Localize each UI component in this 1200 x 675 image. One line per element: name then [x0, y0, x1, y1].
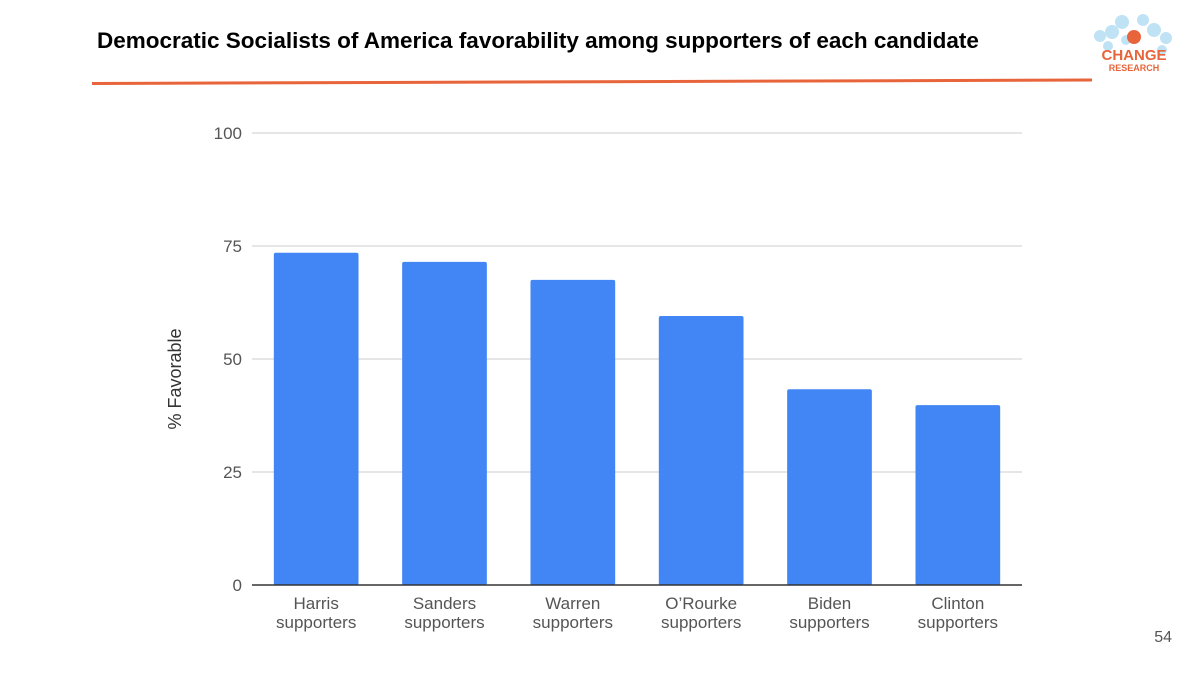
gridlines	[252, 132, 1022, 473]
x-tick-label: Warren	[545, 594, 600, 613]
logo-bubble	[1115, 15, 1129, 29]
logo-bubble	[1105, 25, 1119, 39]
bar	[658, 316, 744, 585]
page-number: 54	[1154, 629, 1172, 646]
change-research-logo: CHANGE RESEARCH	[1094, 14, 1172, 73]
bar	[402, 261, 487, 585]
logo-bubble	[1094, 30, 1106, 42]
x-tick-label: supporters	[404, 613, 484, 632]
title-underline-stroke	[92, 78, 1092, 85]
y-tick-label: 50	[223, 350, 242, 369]
y-axis-title: % Favorable	[165, 328, 185, 429]
y-tick-label: 75	[223, 237, 242, 256]
logo-bubble	[1137, 14, 1149, 26]
x-tick-label: supporters	[533, 613, 613, 632]
x-tick-label: supporters	[789, 613, 869, 632]
logo-bubbles	[1094, 14, 1172, 55]
logo-bubble	[1160, 32, 1172, 44]
slide-title: Democratic Socialists of America favorab…	[97, 28, 979, 53]
x-tick-label: Sanders	[413, 594, 476, 613]
bar	[530, 279, 616, 585]
bar	[787, 389, 872, 585]
y-tick-label: 100	[214, 124, 242, 143]
logo-bubble	[1103, 41, 1113, 51]
logo-bubble	[1157, 45, 1167, 55]
x-tick-label: Harris	[293, 594, 338, 613]
logo-dot	[1127, 30, 1141, 44]
x-tick-label: Clinton	[931, 594, 984, 613]
x-tick-label: Biden	[808, 594, 851, 613]
bar	[273, 252, 359, 585]
y-tick-label: 25	[223, 463, 242, 482]
x-tick-label: supporters	[661, 613, 741, 632]
bars	[273, 252, 1001, 585]
logo-wordmark: CHANGE	[1101, 47, 1166, 64]
x-tick-label: O’Rourke	[665, 594, 737, 613]
tick-labels: 0255075100HarrissupportersSanderssupport…	[214, 124, 998, 632]
logo-bubble	[1147, 23, 1161, 37]
logo-subwordmark: RESEARCH	[1109, 63, 1160, 73]
y-tick-label: 0	[233, 576, 242, 595]
x-tick-label: supporters	[918, 613, 998, 632]
bar	[915, 405, 1001, 585]
x-tick-label: supporters	[276, 613, 356, 632]
title-underline	[92, 78, 1092, 85]
